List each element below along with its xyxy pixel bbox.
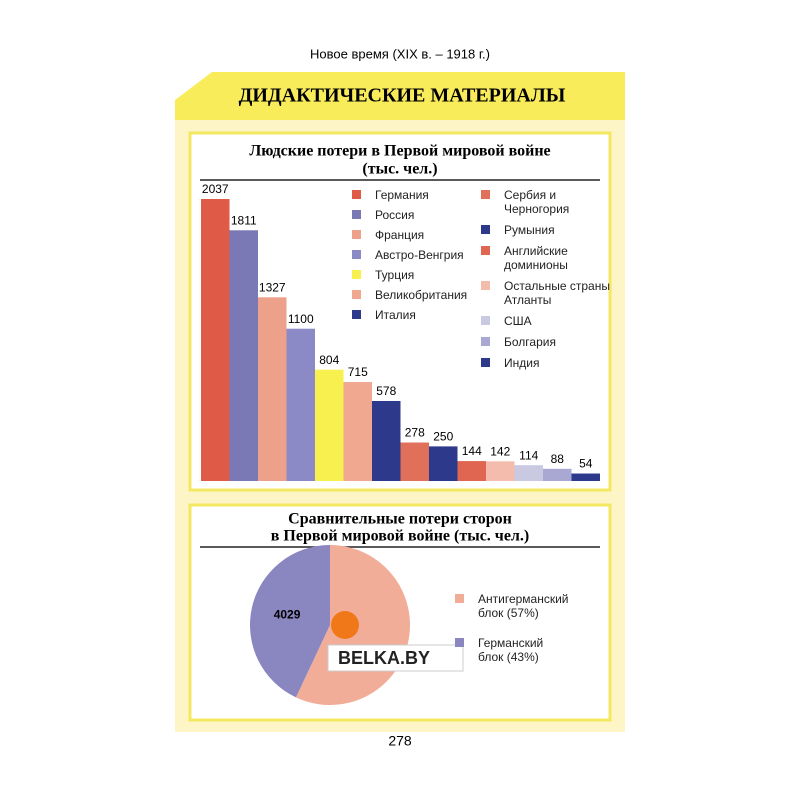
bar: [229, 230, 258, 481]
chart-title: (тыс. чел.): [362, 161, 437, 178]
bar: [258, 297, 287, 481]
bar: [343, 382, 372, 481]
legend-swatch: [352, 190, 361, 199]
legend-label: Германский блок (43%): [478, 636, 544, 664]
pie-slice: [249, 545, 330, 698]
legend-item: Франция: [352, 228, 495, 242]
legend-item: Индия: [481, 356, 624, 370]
chart-title: Сравнительные потери сторон: [288, 511, 512, 528]
value-label: 88: [551, 452, 565, 466]
bar: [201, 199, 230, 481]
legend-label: Остальные страны Атланты: [504, 279, 610, 307]
legend-item: Сербия и Черногория: [481, 188, 624, 216]
legend-swatch: [352, 250, 361, 259]
value-label: 4029: [274, 608, 301, 622]
running-header: Новое время (XIX в. – 1918 г.): [310, 46, 490, 61]
legend-label: Румыния: [504, 223, 555, 237]
legend-swatch: [352, 310, 361, 319]
bar: [400, 442, 429, 481]
value-label: 114: [519, 448, 538, 462]
watermark-logo: [331, 611, 359, 639]
legend-label: Антигерманский блок (57%): [478, 592, 569, 620]
value-label: 1327: [259, 280, 286, 294]
legend-swatch: [481, 281, 490, 290]
value-label: 715: [348, 365, 368, 379]
legend-item: США: [481, 314, 624, 328]
chart-title: Людские потери в Первой мировой войне: [249, 143, 550, 160]
bar: [372, 400, 401, 481]
value-label: 142: [490, 445, 510, 459]
bar: [286, 328, 315, 481]
legend-label: Турция: [375, 268, 415, 282]
value-label: 804: [319, 353, 339, 367]
legend-label: Великобритания: [375, 288, 468, 302]
legend-label: Германия: [375, 188, 429, 202]
legend-label: США: [504, 314, 532, 328]
legend-swatch: [481, 225, 490, 234]
legend-label: Франция: [375, 228, 425, 242]
legend-item: Австро-Венгрия: [352, 248, 495, 262]
legend-item: Антигерманский блок (57%): [455, 592, 569, 620]
watermark: BELKA.BY: [338, 648, 430, 668]
watermark-box: [327, 644, 464, 672]
legend-item: Болгария: [481, 335, 624, 349]
legend-swatch: [352, 230, 361, 239]
legend-label: Италия: [375, 308, 416, 322]
legend-swatch: [481, 358, 490, 367]
bar: [315, 369, 344, 481]
legend-item: Италия: [352, 308, 495, 322]
legend-item: Германия: [352, 188, 495, 202]
bar: [457, 461, 486, 481]
legend-item: Английские доминионы: [481, 244, 624, 272]
value-label: 54: [579, 457, 593, 471]
legend-item: Россия: [352, 208, 495, 222]
legend-swatch: [481, 337, 490, 346]
banner-title: ДИДАКТИЧЕСКИЕ МАТЕРИАЛЫ: [239, 85, 566, 107]
chart-title: в Первой мировой войне (тыс. чел.): [271, 528, 529, 545]
legend-item: Германский блок (43%): [455, 636, 563, 664]
legend-item: Остальные страны Атланты: [481, 279, 624, 307]
bar: [571, 473, 600, 481]
legend-label: Сербия и Черногория: [504, 188, 570, 216]
legend-label: Индия: [504, 356, 540, 370]
legend-item: Великобритания: [352, 288, 495, 302]
banner: [175, 72, 625, 120]
legend-label: Болгария: [504, 335, 556, 349]
legend-label: Австро-Венгрия: [375, 248, 464, 262]
page-number: 278: [388, 733, 412, 749]
value-label: 250: [433, 430, 453, 444]
bar: [429, 446, 458, 481]
legend-swatch: [481, 316, 490, 325]
legend-swatch: [455, 594, 464, 603]
legend-swatch: [481, 246, 490, 255]
legend-label: Россия: [375, 208, 415, 222]
legend-swatch: [352, 270, 361, 279]
value-label: 578: [376, 384, 396, 398]
value-label: 1811: [231, 213, 257, 227]
bar: [543, 468, 572, 481]
value-label: 1100: [288, 312, 314, 326]
value-label: 278: [405, 426, 425, 440]
value-label: 144: [462, 444, 482, 458]
bar: [514, 465, 543, 481]
bar: [486, 461, 515, 481]
legend-label: Английские доминионы: [504, 244, 568, 272]
legend-item: Румыния: [481, 223, 624, 237]
legend-swatch: [481, 190, 490, 199]
value-label: 2037: [202, 182, 229, 196]
legend-swatch: [455, 638, 464, 647]
legend-item: Турция: [352, 268, 495, 282]
legend-swatch: [352, 290, 361, 299]
legend-swatch: [352, 210, 361, 219]
